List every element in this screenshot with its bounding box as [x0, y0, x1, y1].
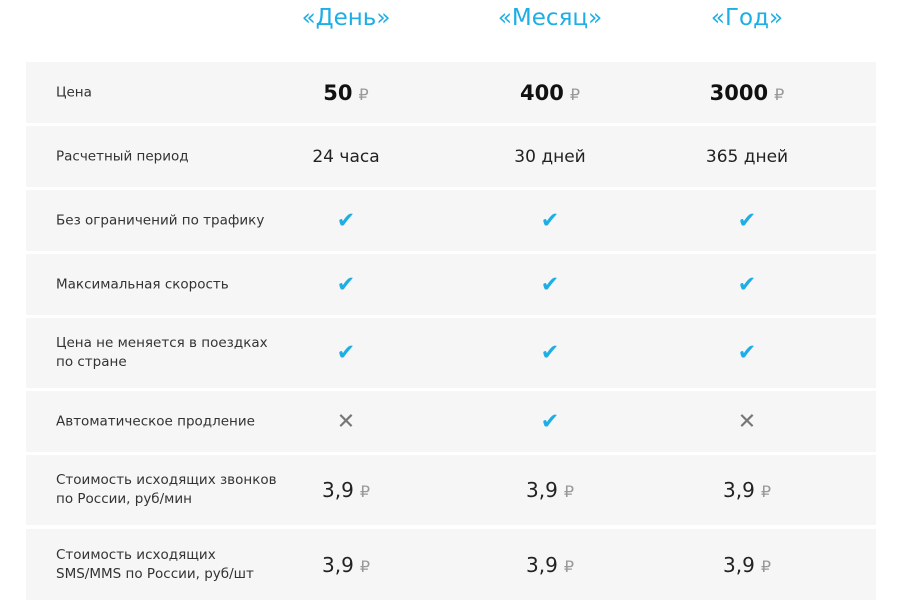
value-text: 400 — [519, 80, 564, 105]
table-row: Автоматическое продление ✕ ✔ ✕ — [26, 391, 876, 452]
value-year: 3,9 ₽ — [723, 553, 771, 577]
value-day: 24 часа — [312, 147, 379, 167]
value-day: 3,9 ₽ — [322, 553, 370, 577]
value-month: 400 ₽ — [520, 81, 580, 105]
value-text: 3,9 — [526, 478, 558, 502]
check-icon: ✔ — [737, 272, 757, 297]
table-row: Без ограничений по трафику ✔ ✔ ✔ — [26, 190, 876, 251]
value-month: 3,9 ₽ — [526, 478, 574, 502]
cross-icon: ✕ — [737, 409, 757, 434]
check-icon: ✔ — [336, 272, 356, 297]
check-icon: ✔ — [540, 208, 560, 233]
check-icon: ✔ — [336, 208, 356, 233]
table-row: Расчетный период 24 часа 30 дней 365 дней — [26, 126, 876, 187]
row-label: Цена — [56, 84, 92, 100]
check-icon: ✔ — [737, 208, 757, 233]
ruble-sign: ₽ — [359, 556, 370, 576]
row-label: Стоимость исходящих SMS/MMS по России, р… — [56, 546, 254, 582]
value-text: 3000 — [709, 80, 769, 105]
value-text: 3,9 — [723, 552, 755, 577]
ruble-sign: ₽ — [760, 556, 771, 576]
value-month: 3,9 ₽ — [526, 553, 574, 577]
value-month: 30 дней — [514, 147, 585, 167]
ruble-sign: ₽ — [774, 84, 785, 104]
ruble-sign: ₽ — [760, 482, 771, 501]
value-day: 50 ₽ — [323, 81, 368, 105]
value-text: 365 дней — [705, 146, 789, 167]
check-icon: ✔ — [737, 340, 757, 366]
value-year: 3000 ₽ — [710, 81, 785, 105]
table-row: Стоимость исходящих SMS/MMS по России, р… — [26, 529, 876, 600]
ruble-sign: ₽ — [563, 482, 574, 501]
check-icon: ✔ — [540, 272, 560, 297]
ruble-sign: ₽ — [359, 482, 370, 501]
plan-header-month: «Месяц» — [497, 5, 603, 31]
check-icon: ✔ — [540, 409, 560, 434]
value-text: 50 — [323, 80, 353, 105]
value-year: 365 дней — [706, 147, 788, 167]
value-text: 30 дней — [514, 146, 586, 167]
ruble-sign: ₽ — [563, 556, 574, 576]
value-day: 3,9 ₽ — [322, 478, 370, 502]
row-label: Стоимость исходящих звонков по России, р… — [56, 472, 277, 507]
table-row: Цена не меняется в поездках по стране ✔ ✔ ✔ — [26, 318, 876, 388]
value-year: 3,9 ₽ — [723, 478, 771, 502]
cross-icon: ✕ — [336, 409, 356, 434]
row-label: Расчетный период — [56, 148, 189, 164]
row-label: Максимальная скорость — [56, 276, 229, 292]
ruble-sign: ₽ — [358, 84, 369, 104]
row-label: Автоматическое продление — [56, 413, 255, 429]
ruble-sign: ₽ — [569, 84, 581, 104]
check-icon: ✔ — [336, 340, 356, 366]
table-row: Цена 50 ₽400 ₽3000 ₽ — [26, 62, 876, 123]
row-label: Цена не меняется в поездках по стране — [56, 335, 268, 370]
value-text: 3,9 — [322, 552, 354, 577]
table-row: Стоимость исходящих звонков по России, р… — [26, 455, 876, 525]
value-text: 3,9 — [322, 478, 354, 502]
table-row: Максимальная скорость ✔ ✔ ✔ — [26, 254, 876, 315]
value-text: 24 часа — [312, 146, 380, 167]
value-text: 3,9 — [526, 552, 558, 577]
plan-header-year: «Год» — [710, 5, 784, 31]
row-label: Без ограничений по трафику — [56, 212, 265, 228]
check-icon: ✔ — [540, 340, 560, 366]
plan-header-day: «День» — [301, 5, 391, 31]
value-text: 3,9 — [723, 478, 755, 502]
